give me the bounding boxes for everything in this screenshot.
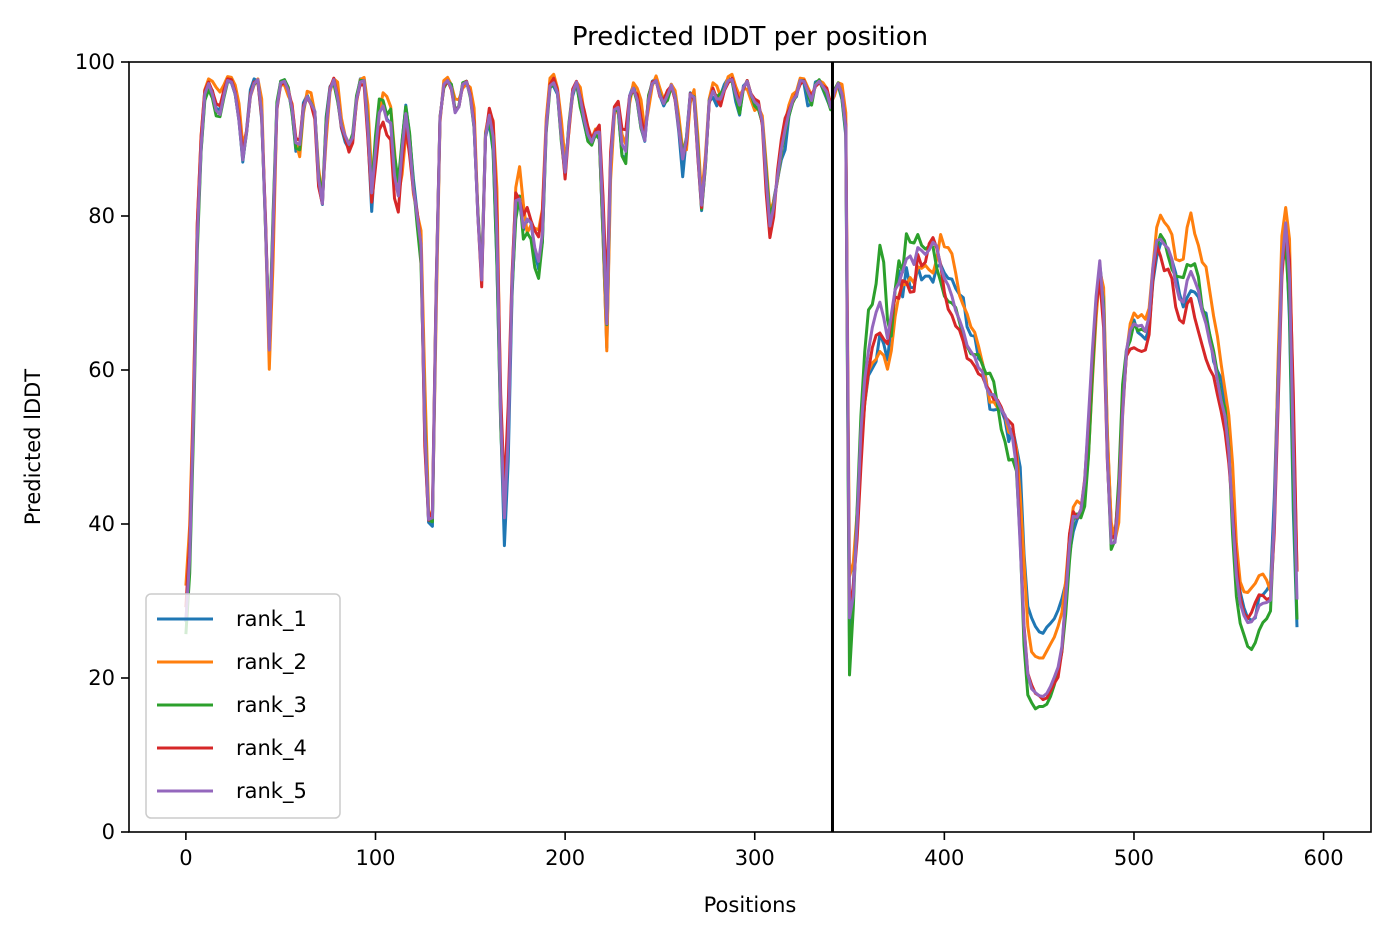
y-tick-label: 40 (88, 512, 115, 536)
x-tick-label: 400 (924, 846, 964, 870)
series-line-rank-5 (184, 78, 1299, 698)
x-tick-label: 100 (355, 846, 395, 870)
y-axis-label: Predicted lDDT (21, 369, 45, 525)
legend-label-rank-4: rank_4 (236, 736, 307, 761)
plot-frame (128, 61, 1372, 833)
x-axis: 0 100 200 300 400 500 600 (179, 832, 1344, 870)
y-tick-label: 80 (88, 204, 115, 228)
y-tick-label: 100 (75, 50, 115, 74)
x-axis-label: Positions (704, 893, 797, 917)
series-group (184, 72, 1299, 711)
x-tick-label: 200 (545, 846, 585, 870)
x-tick-label: 600 (1304, 846, 1344, 870)
y-tick-label: 60 (88, 358, 115, 382)
plot-area: 0 100 200 300 400 500 600 0 20 40 60 80 100 (75, 50, 1372, 870)
legend-label-rank-5: rank_5 (236, 779, 307, 804)
legend-label-rank-1: rank_1 (236, 607, 307, 632)
legend-label-rank-3: rank_3 (236, 693, 307, 718)
x-tick-label: 300 (735, 846, 775, 870)
y-tick-label: 20 (88, 666, 115, 690)
y-axis: 0 20 40 60 80 100 (75, 50, 129, 844)
y-tick-label: 0 (102, 820, 115, 844)
x-tick-label: 500 (1114, 846, 1154, 870)
legend-label-rank-2: rank_2 (236, 650, 307, 675)
legend-box (145, 593, 341, 819)
chart-title: Predicted lDDT per position (572, 22, 928, 52)
x-tick-label: 0 (179, 846, 192, 870)
legend: rank_1 rank_2 rank_3 rank_4 rank_5 (145, 593, 341, 819)
